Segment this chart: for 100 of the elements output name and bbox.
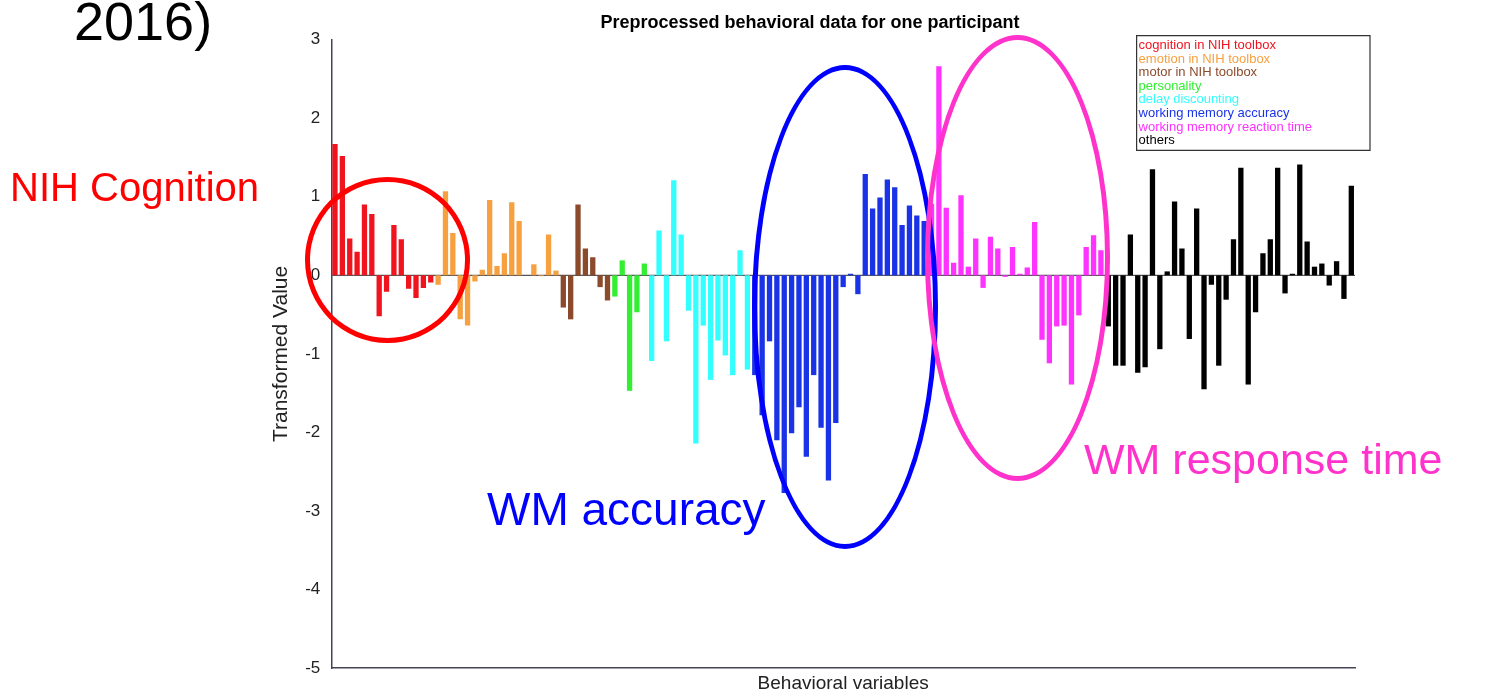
bar [1068, 275, 1075, 385]
bar [914, 215, 920, 276]
bar [1142, 275, 1148, 368]
bar [1076, 275, 1082, 316]
bar [1260, 253, 1266, 276]
bar [582, 248, 589, 276]
bar [737, 250, 743, 276]
bar [634, 275, 640, 313]
bar [1348, 185, 1354, 276]
bar [487, 199, 493, 276]
bar [1157, 275, 1163, 350]
text: motor in NIH toolbox [1138, 64, 1258, 80]
bar [376, 275, 382, 317]
bar [840, 275, 846, 288]
bar [1230, 239, 1237, 276]
y-tick-label: 0 [310, 265, 321, 285]
bar [516, 221, 522, 276]
bar [1113, 275, 1119, 366]
bar [1341, 275, 1347, 299]
bar [899, 225, 905, 276]
y-axis-title: Transformed Value [268, 265, 292, 443]
bar [1024, 267, 1030, 276]
bar [1054, 275, 1060, 327]
bar [943, 207, 949, 276]
bar [391, 225, 397, 276]
bar [1179, 248, 1185, 276]
y-tick-label: 3 [310, 29, 321, 49]
bar [435, 275, 441, 285]
y-tick-label: -2 [305, 422, 321, 442]
bar [1267, 239, 1273, 276]
bar [545, 234, 552, 276]
bar [958, 195, 964, 276]
bar [656, 230, 662, 276]
bar [1297, 164, 1303, 276]
bar [405, 275, 412, 289]
bar [818, 275, 824, 428]
y-tick-label: 1 [310, 186, 321, 206]
y-tick-label: -1 [305, 343, 321, 363]
bar [612, 275, 618, 297]
bar [685, 275, 692, 311]
bar [1039, 275, 1045, 340]
bar [619, 260, 625, 276]
bar [1238, 167, 1244, 276]
bar [1304, 241, 1310, 276]
bar [715, 275, 721, 341]
bar [597, 275, 603, 288]
bar [811, 275, 817, 376]
bar [788, 275, 795, 434]
y-tick-label: -3 [305, 500, 321, 520]
bar [413, 275, 419, 299]
bar [671, 180, 677, 276]
bar [700, 275, 706, 326]
text: cognition in NIH toolbox [1138, 36, 1277, 52]
bar [1098, 250, 1104, 276]
series-label: others [1138, 132, 1176, 148]
bar [1282, 275, 1288, 294]
bar [369, 214, 375, 276]
annotation: WM accuracy [487, 483, 766, 535]
bar [1127, 234, 1134, 276]
bar [472, 275, 478, 282]
bar [906, 205, 913, 276]
bar [1009, 247, 1016, 276]
bar [1194, 208, 1200, 276]
bar [649, 275, 655, 361]
bar [678, 234, 684, 276]
bar [995, 248, 1001, 276]
bar [1245, 275, 1251, 385]
bar [1319, 263, 1325, 276]
y-tick-label: -4 [305, 579, 321, 599]
bar [877, 197, 883, 276]
bar [892, 187, 898, 276]
bar [494, 265, 500, 276]
bar [744, 275, 751, 370]
bar [1186, 275, 1192, 339]
bar [1031, 221, 1038, 276]
bar [1090, 235, 1097, 276]
bar [693, 275, 699, 444]
bar [1135, 275, 1141, 373]
bar [1326, 275, 1332, 286]
text: personality [1138, 77, 1202, 93]
bar [980, 275, 986, 288]
bar [553, 270, 559, 276]
bar [568, 275, 574, 320]
bar [428, 275, 434, 283]
bar [936, 66, 942, 276]
bar [1275, 167, 1281, 276]
y-tick-label: -5 [305, 657, 321, 677]
bar [1149, 169, 1156, 276]
bar [1083, 247, 1089, 276]
chart-title: Preprocessed behavioral data for one participant [600, 11, 1020, 32]
bar [1216, 275, 1222, 366]
bar [973, 238, 979, 276]
bar [766, 275, 773, 342]
bar [730, 275, 736, 376]
bar [560, 275, 566, 308]
bar [833, 275, 839, 424]
bar [1046, 275, 1053, 364]
bar [950, 262, 957, 276]
bar [398, 239, 404, 276]
annotation: WM response time [1084, 435, 1443, 484]
